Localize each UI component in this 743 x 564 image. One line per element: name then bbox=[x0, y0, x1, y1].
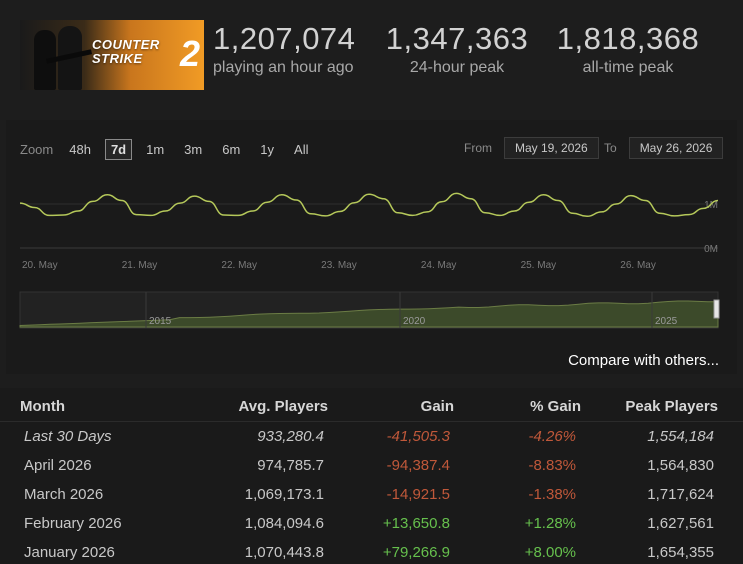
cell-month: Last 30 Days bbox=[24, 428, 112, 445]
cell-gain: +13,650.8 bbox=[382, 515, 450, 532]
cell-month: January 2026 bbox=[24, 544, 115, 561]
zoom-button-1m[interactable]: 1m bbox=[146, 141, 165, 157]
column-header-pct-gain[interactable]: % Gain bbox=[530, 398, 581, 415]
table-row: Last 30 Days 933,280.4 -41,505.3 -4.26% 1,55… bbox=[0, 422, 743, 451]
stat-value: 1,818,368 bbox=[556, 21, 700, 56]
cell-pct-gain: -1.38% bbox=[528, 486, 576, 503]
cell-avg-players: 1,084,094.6 bbox=[244, 515, 324, 532]
player-count-line-chart[interactable]: 1M 0M 20. May 21. May 22. May 23. May 24. May 2… bbox=[6, 164, 737, 276]
stat-current-players: 1,207,074 playing an hour ago bbox=[213, 22, 363, 78]
table-header-row: Month Avg. Players Gain % Gain Peak Play… bbox=[0, 388, 743, 422]
zoom-toolbar: Zoom 48h 7d 1m 3m 6m 1y All bbox=[20, 138, 322, 160]
x-tick-label: 25. May bbox=[521, 260, 557, 271]
monthly-stats-table: Month Avg. Players Gain % Gain Peak Play… bbox=[0, 388, 743, 564]
zoom-button-7d[interactable]: 7d bbox=[104, 138, 133, 160]
series-line bbox=[19, 192, 719, 218]
cell-gain: -14,921.5 bbox=[386, 486, 450, 503]
x-tick-label: 21. May bbox=[122, 260, 158, 271]
cell-pct-gain: -8.83% bbox=[528, 457, 576, 474]
cell-avg-players: 1,069,173.1 bbox=[244, 486, 324, 503]
cell-month: February 2026 bbox=[24, 515, 122, 532]
navigator-year-label: 2020 bbox=[403, 316, 426, 327]
cell-avg-players: 974,785.7 bbox=[257, 457, 324, 474]
column-header-avg-players[interactable]: Avg. Players bbox=[238, 398, 329, 415]
to-label: To bbox=[604, 141, 617, 155]
stat-value: 1,347,363 bbox=[385, 21, 529, 56]
stat-label: 24-hour peak bbox=[409, 59, 505, 76]
x-tick-label: 24. May bbox=[421, 260, 457, 271]
soldier-silhouette-icon bbox=[34, 30, 56, 90]
table-row: February 2026 1,084,094.6 +13,650.8 +1.28% 1… bbox=[0, 509, 743, 538]
x-tick-label: 20. May bbox=[22, 260, 58, 271]
stat-label: playing an hour ago bbox=[213, 59, 354, 76]
cell-peak-players: 1,554,184 bbox=[647, 428, 714, 445]
cell-avg-players: 933,280.4 bbox=[257, 428, 324, 445]
zoom-button-3m[interactable]: 3m bbox=[184, 141, 203, 157]
game-logo-text: COUNTER STRIKE bbox=[92, 37, 160, 66]
zoom-button-1y[interactable]: 1y bbox=[260, 141, 275, 157]
cell-gain: +79,266.9 bbox=[382, 544, 450, 561]
navigator-year-label: 2015 bbox=[149, 316, 172, 327]
stat-24h-peak: 1,347,363 24-hour peak bbox=[384, 22, 530, 78]
cell-month: April 2026 bbox=[24, 457, 92, 474]
stats-header: COUNTER STRIKE 2 1,207,074 playing an ho… bbox=[0, 0, 743, 106]
navigator-handle bbox=[713, 299, 720, 319]
date-range-to: To May 26, 2026 bbox=[604, 137, 724, 159]
from-date-input[interactable]: May 19, 2026 bbox=[504, 137, 599, 159]
cell-peak-players: 1,627,561 bbox=[647, 515, 714, 532]
column-header-peak-players[interactable]: Peak Players bbox=[625, 398, 718, 415]
from-label: From bbox=[464, 141, 492, 155]
table-row: March 2026 1,069,173.1 -14,921.5 -1.38% 1,71… bbox=[0, 480, 743, 509]
x-tick-label: 23. May bbox=[321, 260, 357, 271]
zoom-label: Zoom bbox=[20, 141, 54, 157]
cell-peak-players: 1,564,830 bbox=[647, 457, 714, 474]
y-tick-label: 0M bbox=[704, 244, 718, 255]
chart-navigator[interactable]: 2015 2020 2025 bbox=[6, 290, 737, 334]
game-banner-image[interactable]: COUNTER STRIKE 2 bbox=[20, 20, 204, 90]
game-logo-numeral: 2 bbox=[180, 33, 201, 74]
stat-value: 1,207,074 bbox=[213, 21, 356, 56]
compare-with-others-link[interactable]: Compare with others... bbox=[568, 352, 719, 369]
column-header-gain[interactable]: Gain bbox=[420, 398, 454, 415]
date-range-from: From May 19, 2026 bbox=[464, 137, 599, 159]
cell-gain: -41,505.3 bbox=[386, 428, 450, 445]
stat-label: all-time peak bbox=[582, 59, 674, 76]
cell-pct-gain: +8.00% bbox=[524, 544, 576, 561]
cell-peak-players: 1,717,624 bbox=[647, 486, 714, 503]
to-date-input[interactable]: May 26, 2026 bbox=[628, 137, 724, 159]
zoom-button-all[interactable]: All bbox=[294, 141, 309, 157]
cell-pct-gain: -4.26% bbox=[528, 428, 576, 445]
navigator-area bbox=[19, 300, 719, 328]
cell-avg-players: 1,070,443.8 bbox=[244, 544, 324, 561]
y-tick-label: 1M bbox=[704, 200, 718, 211]
x-tick-label: 22. May bbox=[221, 260, 257, 271]
player-count-chart-panel: Zoom 48h 7d 1m 3m 6m 1y All From May 19,… bbox=[6, 120, 737, 374]
x-tick-label: 26. May bbox=[620, 260, 656, 271]
cell-peak-players: 1,654,355 bbox=[647, 544, 714, 561]
table-row: January 2026 1,070,443.8 +79,266.9 +8.00% 1,… bbox=[0, 538, 743, 564]
table-row: April 2026 974,785.7 -94,387.4 -8.83% 1,564,… bbox=[0, 451, 743, 480]
cell-gain: -94,387.4 bbox=[386, 457, 450, 474]
cell-pct-gain: +1.28% bbox=[524, 515, 576, 532]
column-header-month[interactable]: Month bbox=[20, 398, 65, 415]
zoom-button-48h[interactable]: 48h bbox=[69, 141, 91, 157]
navigator-year-label: 2025 bbox=[655, 316, 678, 327]
stat-all-time-peak: 1,818,368 all-time peak bbox=[554, 22, 702, 78]
table-body: Last 30 Days 933,280.4 -41,505.3 -4.26% 1,55… bbox=[0, 422, 743, 564]
cell-month: March 2026 bbox=[24, 486, 104, 503]
zoom-button-6m[interactable]: 6m bbox=[222, 141, 241, 157]
